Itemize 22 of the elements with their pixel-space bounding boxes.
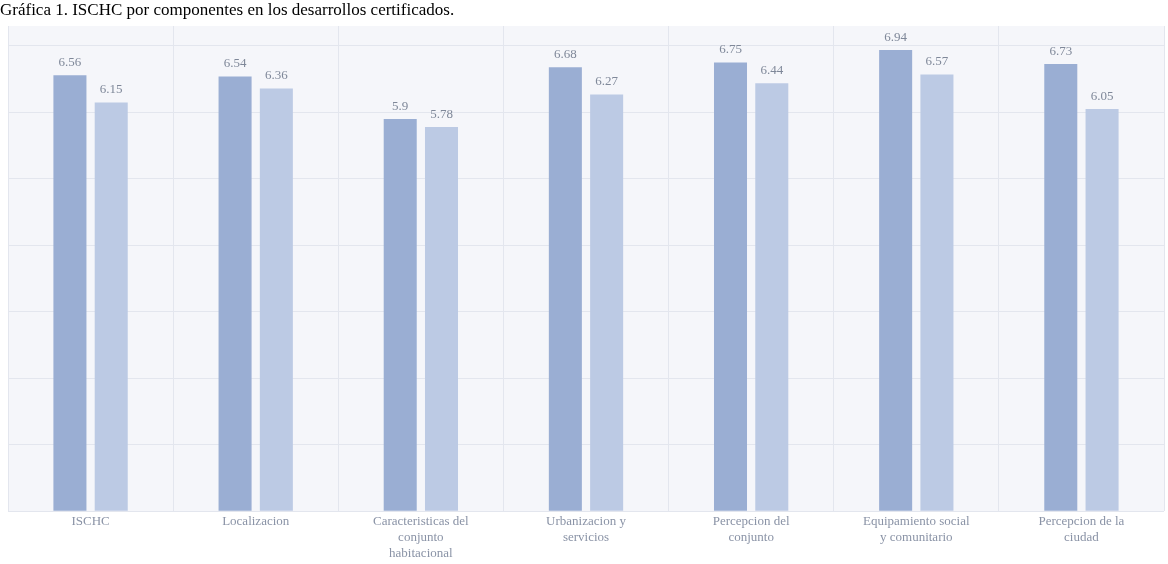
data-label: 6.57 xyxy=(925,53,949,69)
data-label: 5.9 xyxy=(392,97,409,113)
data-label: 6.36 xyxy=(264,67,289,83)
data-label: 6.94 xyxy=(884,28,908,44)
x-tick-label: ISCHC xyxy=(71,513,110,529)
x-tick-label: Urbanizacion y servicios xyxy=(546,513,627,545)
x-tick-label: Equipamiento social y comunitario xyxy=(863,513,970,545)
data-label: 6.54 xyxy=(223,55,247,71)
data-label: 6.56 xyxy=(58,54,82,70)
x-tick-label: Percepcion de la ciudad xyxy=(1038,513,1125,545)
data-label: 6.73 xyxy=(1049,42,1073,58)
chart-title: Gráfica 1. ISCHC por componentes en los desarrollos certificados. xyxy=(0,0,456,21)
x-tick-label: Localizacion xyxy=(222,513,290,529)
data-label: 6.15 xyxy=(99,81,123,97)
data-label: 6.05 xyxy=(1090,88,1114,103)
x-tick-label: Caracteristicas del conjunto habitacional xyxy=(373,513,470,560)
data-label: 6.75 xyxy=(719,41,742,57)
data-label: 6.27 xyxy=(595,73,619,89)
data-label: 6.68 xyxy=(553,46,577,62)
data-label: 5.78 xyxy=(430,105,453,121)
data-label: 6.44 xyxy=(760,62,784,78)
x-tick-label: Percepcion del conjunto xyxy=(712,513,790,545)
